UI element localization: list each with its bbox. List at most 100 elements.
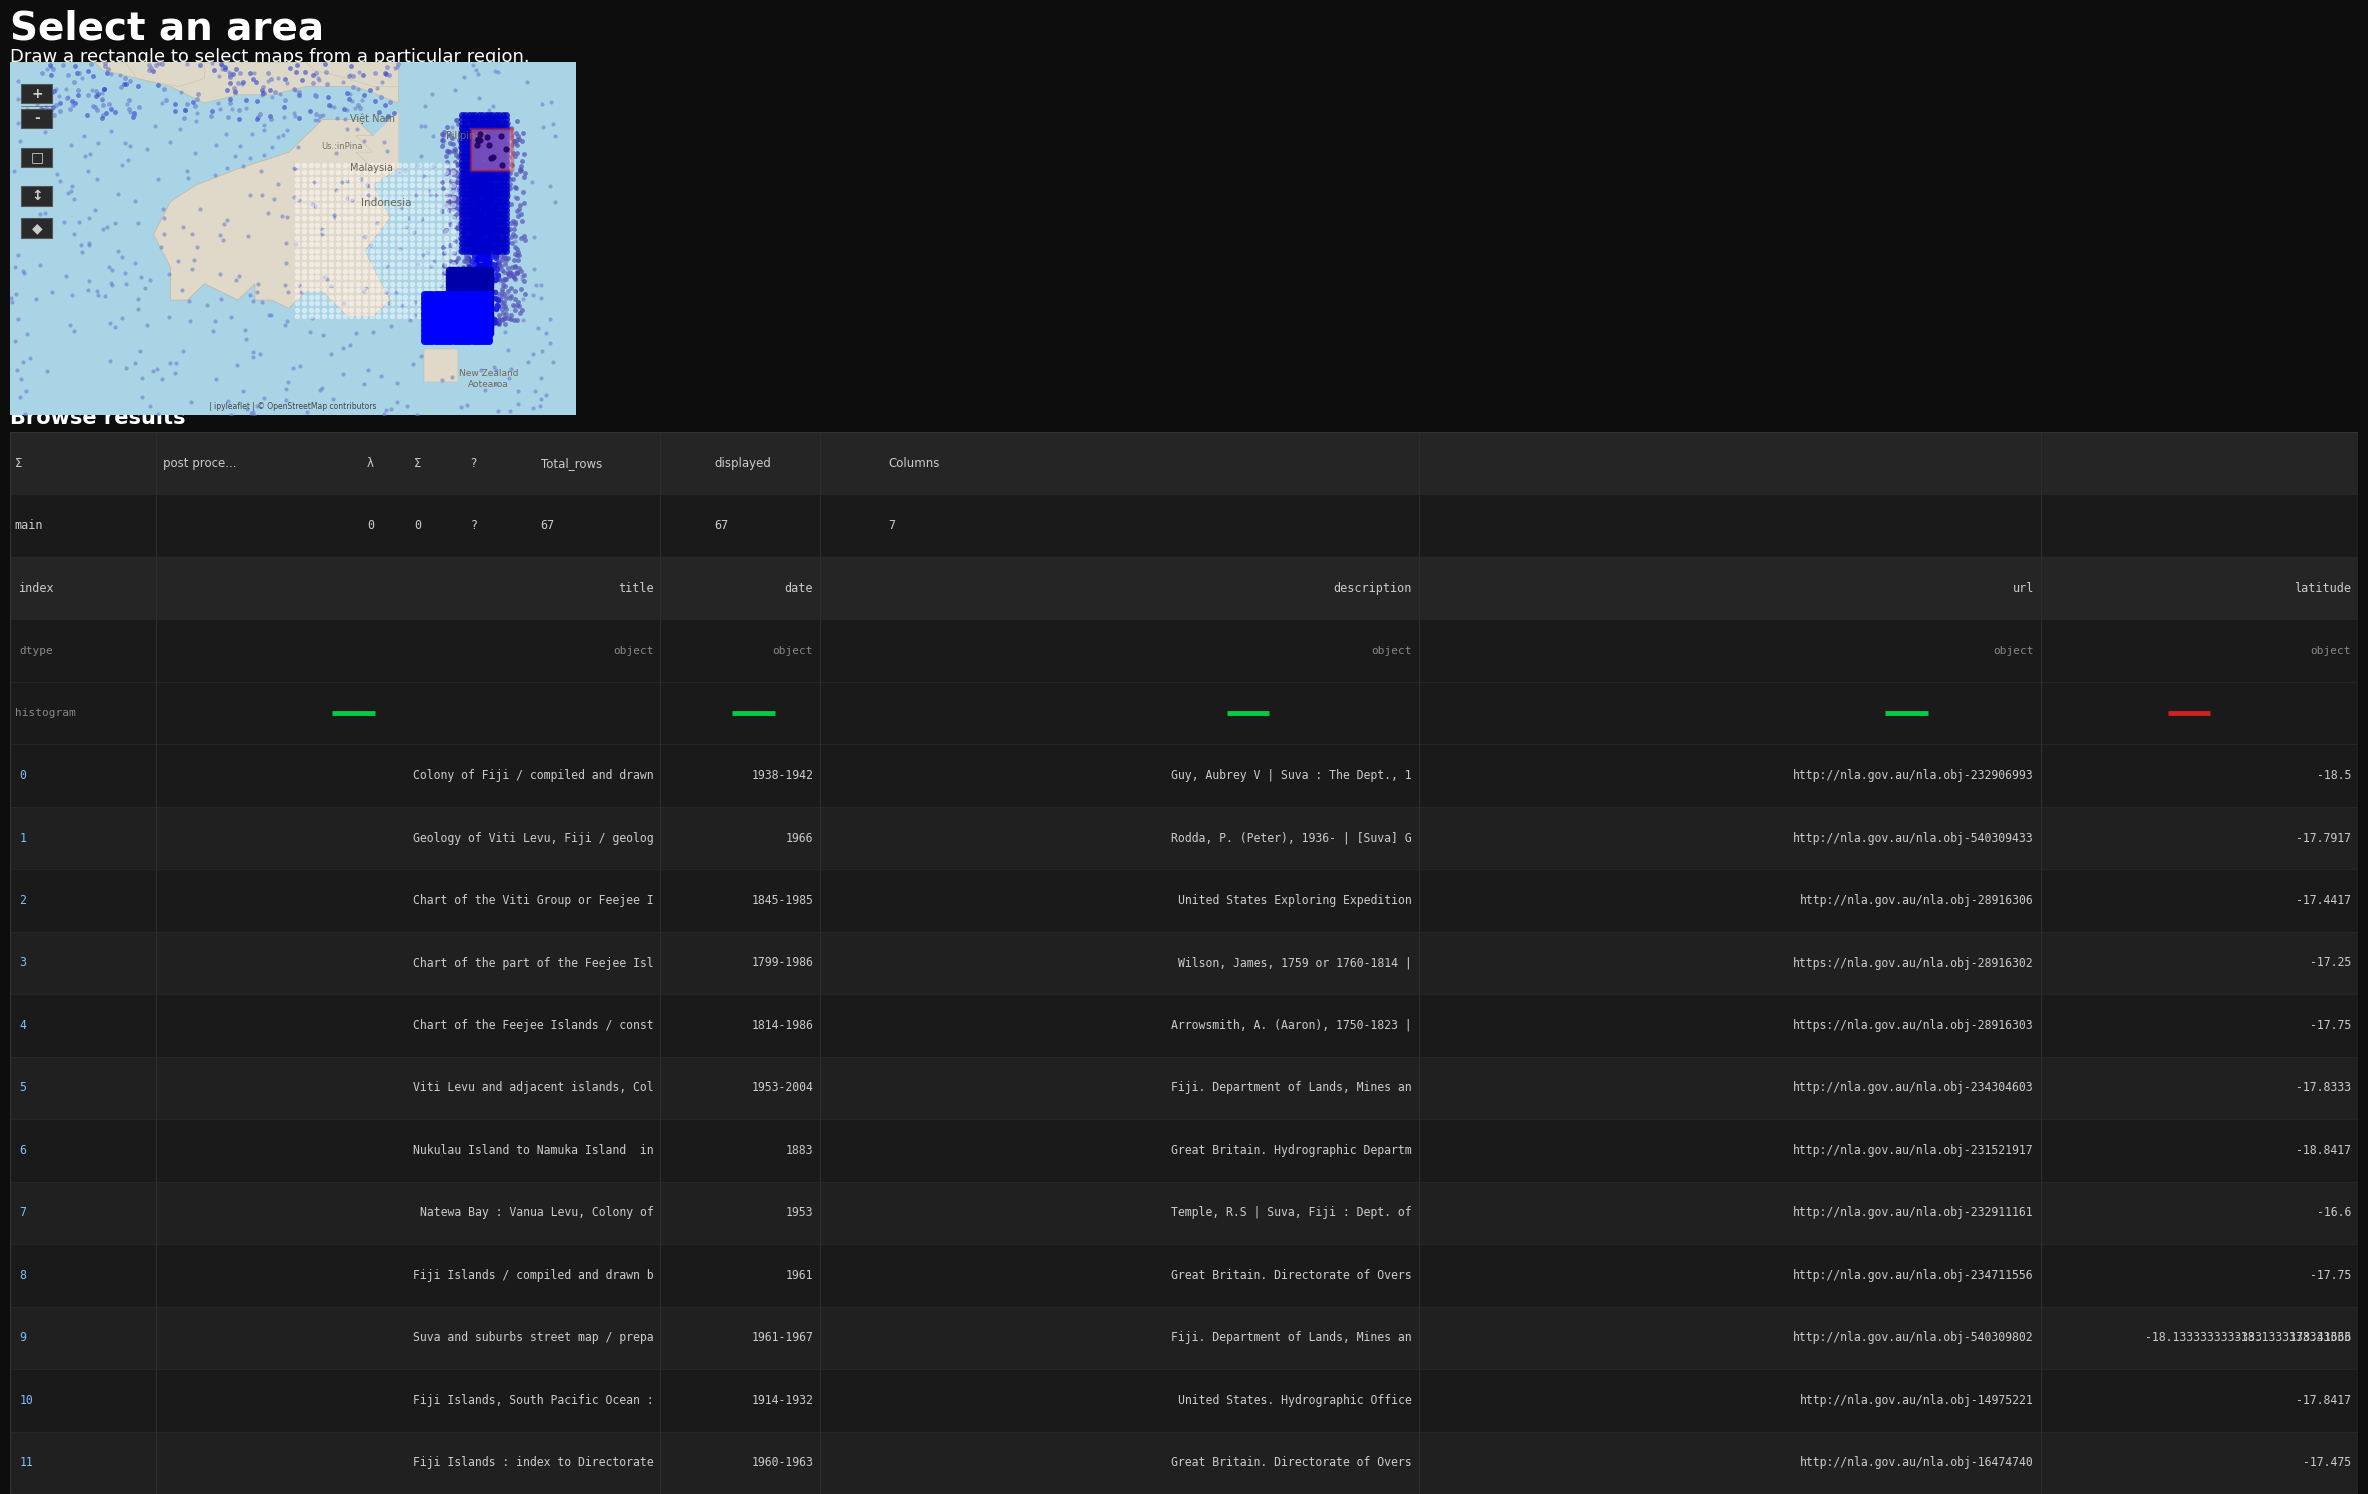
Text: Viti Levu and adjacent islands, Col: Viti Levu and adjacent islands, Col bbox=[412, 1082, 654, 1095]
Text: 0: 0 bbox=[19, 769, 26, 781]
Polygon shape bbox=[661, 324, 710, 357]
Bar bbox=[9, 557, 2359, 620]
Polygon shape bbox=[305, 37, 398, 87]
Text: United States. Hydrographic Office: United States. Hydrographic Office bbox=[1177, 1394, 1411, 1407]
Bar bbox=[21, 148, 52, 167]
Text: 0: 0 bbox=[367, 520, 374, 532]
Text: Arrowsmith, A. (Aaron), 1750-1823 |: Arrowsmith, A. (Aaron), 1750-1823 | bbox=[1172, 1019, 1411, 1032]
Text: 10: 10 bbox=[19, 1394, 33, 1407]
Text: 7: 7 bbox=[19, 1206, 26, 1219]
Text: object: object bbox=[1994, 645, 2034, 656]
Text: ?: ? bbox=[471, 520, 478, 532]
Text: -: - bbox=[33, 112, 40, 125]
Text: 1845-1985: 1845-1985 bbox=[751, 893, 812, 907]
Bar bbox=[9, 1119, 2359, 1182]
Text: Nukulau Island to Namuka Island  in: Nukulau Island to Namuka Island in bbox=[412, 1144, 654, 1156]
Text: http://nla.gov.au/nla.obj-14975221: http://nla.gov.au/nla.obj-14975221 bbox=[1800, 1394, 2034, 1407]
Text: -17.75: -17.75 bbox=[2309, 1268, 2351, 1282]
Bar bbox=[9, 1056, 2359, 1119]
Text: Natewa Bay : Vanua Levu, Colony of: Natewa Bay : Vanua Levu, Colony of bbox=[419, 1206, 654, 1219]
Text: https://nla.gov.au/nla.obj-28916303: https://nla.gov.au/nla.obj-28916303 bbox=[1793, 1019, 2034, 1032]
Text: -18.1333333333333    178.41666: -18.1333333333333 178.41666 bbox=[2145, 1331, 2351, 1345]
Text: displayed: displayed bbox=[715, 457, 772, 469]
Text: object: object bbox=[772, 645, 812, 656]
Text: object: object bbox=[613, 645, 654, 656]
Text: Việt Nam: Việt Nam bbox=[350, 114, 395, 124]
Text: -18.1333333333333: -18.1333333333333 bbox=[2233, 1331, 2351, 1345]
Bar bbox=[9, 932, 2359, 994]
Text: λ: λ bbox=[367, 457, 374, 469]
Text: -18.8417: -18.8417 bbox=[2297, 1144, 2351, 1156]
Text: title: title bbox=[618, 581, 654, 595]
Text: 1814-1986: 1814-1986 bbox=[751, 1019, 812, 1032]
Text: Malaysia: Malaysia bbox=[350, 163, 393, 173]
Text: Guy, Aubrey V | Suva : The Dept., 1: Guy, Aubrey V | Suva : The Dept., 1 bbox=[1172, 769, 1411, 781]
Text: http://nla.gov.au/nla.obj-28916306: http://nla.gov.au/nla.obj-28916306 bbox=[1800, 893, 2034, 907]
Polygon shape bbox=[424, 350, 457, 382]
Text: Fiji. Department of Lands, Mines an: Fiji. Department of Lands, Mines an bbox=[1172, 1082, 1411, 1095]
Text: -17.4417: -17.4417 bbox=[2297, 893, 2351, 907]
Bar bbox=[21, 187, 52, 206]
Polygon shape bbox=[121, 37, 204, 87]
Text: | ipyleaflet | © OpenStreetMap contributors: | ipyleaflet | © OpenStreetMap contribut… bbox=[208, 402, 377, 411]
Text: 1: 1 bbox=[19, 832, 26, 844]
Text: Colony of Fiji / compiled and drawn: Colony of Fiji / compiled and drawn bbox=[412, 769, 654, 781]
Text: Σ: Σ bbox=[14, 457, 21, 469]
Text: 1960-1963: 1960-1963 bbox=[751, 1457, 812, 1469]
Text: object: object bbox=[1371, 645, 1411, 656]
Text: post proce...: post proce... bbox=[163, 457, 237, 469]
Text: index: index bbox=[19, 581, 54, 595]
Bar bbox=[9, 1245, 2359, 1307]
Text: http://nla.gov.au/nla.obj-231521917: http://nla.gov.au/nla.obj-231521917 bbox=[1793, 1144, 2034, 1156]
Text: Great Britain. Directorate of Overs: Great Britain. Directorate of Overs bbox=[1172, 1268, 1411, 1282]
Text: 3: 3 bbox=[19, 956, 26, 970]
Text: http://nla.gov.au/nla.obj-540309802: http://nla.gov.au/nla.obj-540309802 bbox=[1793, 1331, 2034, 1345]
Polygon shape bbox=[220, 30, 272, 61]
Text: United States Exploring Expedition: United States Exploring Expedition bbox=[1177, 893, 1411, 907]
Text: Fiji. Department of Lands, Mines an: Fiji. Department of Lands, Mines an bbox=[1172, 1331, 1411, 1345]
Text: Chart of the Viti Group or Feejee I: Chart of the Viti Group or Feejee I bbox=[412, 893, 654, 907]
Text: 11: 11 bbox=[19, 1457, 33, 1469]
Text: Fiji Islands, South Pacific Ocean :: Fiji Islands, South Pacific Ocean : bbox=[412, 1394, 654, 1407]
Polygon shape bbox=[154, 111, 398, 317]
Text: http://nla.gov.au/nla.obj-232906993: http://nla.gov.au/nla.obj-232906993 bbox=[1793, 769, 2034, 781]
Text: New Zealand
Aotearoa: New Zealand Aotearoa bbox=[459, 369, 519, 388]
Text: -17.25: -17.25 bbox=[2309, 956, 2351, 970]
Text: 1883: 1883 bbox=[786, 1144, 812, 1156]
Text: http://nla.gov.au/nla.obj-234711556: http://nla.gov.au/nla.obj-234711556 bbox=[1793, 1268, 2034, 1282]
Text: Draw a rectangle to select maps from a particular region.: Draw a rectangle to select maps from a p… bbox=[9, 48, 530, 66]
Bar bbox=[9, 807, 2359, 870]
Text: □: □ bbox=[31, 151, 43, 164]
Text: Wilson, James, 1759 or 1760-1814 |: Wilson, James, 1759 or 1760-1814 | bbox=[1177, 956, 1411, 970]
Polygon shape bbox=[611, 382, 661, 406]
Bar bbox=[21, 109, 52, 128]
Text: 1914-1932: 1914-1932 bbox=[751, 1394, 812, 1407]
Bar bbox=[9, 1182, 2359, 1245]
Bar bbox=[9, 1431, 2359, 1494]
Text: main: main bbox=[14, 520, 43, 532]
Bar bbox=[9, 620, 2359, 681]
Bar bbox=[9, 1307, 2359, 1369]
Text: -17.8333: -17.8333 bbox=[2297, 1082, 2351, 1095]
Text: Chart of the Feejee Islands / const: Chart of the Feejee Islands / const bbox=[412, 1019, 654, 1032]
Bar bbox=[9, 744, 2359, 807]
Text: 2: 2 bbox=[19, 893, 26, 907]
Polygon shape bbox=[355, 111, 398, 169]
Bar bbox=[21, 218, 52, 238]
Text: 7: 7 bbox=[888, 520, 895, 532]
Polygon shape bbox=[9, 37, 398, 103]
Text: ?: ? bbox=[471, 457, 476, 469]
Text: Great Britain. Hydrographic Departm: Great Britain. Hydrographic Departm bbox=[1172, 1144, 1411, 1156]
Text: 1961: 1961 bbox=[786, 1268, 812, 1282]
Bar bbox=[9, 681, 2359, 744]
Text: Columns: Columns bbox=[888, 457, 940, 469]
Text: 5: 5 bbox=[19, 1082, 26, 1095]
Text: http://nla.gov.au/nla.obj-232911161: http://nla.gov.au/nla.obj-232911161 bbox=[1793, 1206, 2034, 1219]
Text: 6: 6 bbox=[19, 1144, 26, 1156]
Text: Temple, R.S | Suva, Fiji : Dept. of: Temple, R.S | Suva, Fiji : Dept. of bbox=[1172, 1206, 1411, 1219]
Text: 67: 67 bbox=[540, 520, 554, 532]
Text: 1966: 1966 bbox=[786, 832, 812, 844]
Text: -16.6: -16.6 bbox=[2316, 1206, 2351, 1219]
Text: 1953: 1953 bbox=[786, 1206, 812, 1219]
Text: Great Britain. Directorate of Overs: Great Britain. Directorate of Overs bbox=[1172, 1457, 1411, 1469]
